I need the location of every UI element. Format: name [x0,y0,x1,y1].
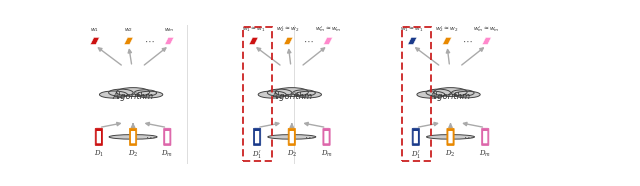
FancyBboxPatch shape [483,131,488,143]
FancyBboxPatch shape [323,128,330,146]
Text: $D_2$: $D_2$ [445,149,456,159]
Text: $w_2$: $w_2$ [124,26,133,34]
Ellipse shape [258,91,286,98]
Ellipse shape [434,88,467,97]
Text: Algorithm: Algorithm [430,92,471,101]
FancyBboxPatch shape [290,131,294,143]
Text: $\cdots$: $\cdots$ [304,132,314,142]
Text: $\cdots$: $\cdots$ [463,132,473,142]
Polygon shape [90,38,99,44]
Text: $D_1'$: $D_1'$ [411,149,421,161]
Text: $w_1'\approx w_1$: $w_1'\approx w_1$ [242,25,266,34]
FancyBboxPatch shape [253,128,260,146]
Text: $w_m'\approx w_m$: $w_m'\approx w_m$ [315,25,341,34]
Polygon shape [408,38,417,44]
FancyBboxPatch shape [413,131,418,143]
Ellipse shape [136,91,163,98]
Text: $\cdots$: $\cdots$ [145,132,156,142]
FancyBboxPatch shape [97,131,101,143]
Text: $\cdots$: $\cdots$ [143,36,154,46]
Ellipse shape [292,90,316,96]
Text: $D_2$: $D_2$ [287,149,297,159]
Polygon shape [284,38,292,44]
Ellipse shape [134,90,157,96]
Text: $D_m$: $D_m$ [161,149,173,159]
FancyBboxPatch shape [481,128,489,146]
FancyBboxPatch shape [447,128,454,146]
FancyBboxPatch shape [449,131,452,143]
FancyBboxPatch shape [129,128,137,146]
Text: $w_2'\approx w_2$: $w_2'\approx w_2$ [435,25,459,34]
Ellipse shape [451,90,474,96]
Polygon shape [124,38,133,44]
FancyBboxPatch shape [165,131,170,143]
Ellipse shape [426,89,451,96]
Ellipse shape [417,91,445,98]
Polygon shape [443,38,451,44]
Ellipse shape [275,88,308,97]
FancyBboxPatch shape [255,131,259,143]
Ellipse shape [454,91,480,98]
FancyBboxPatch shape [164,128,171,146]
Polygon shape [483,38,491,44]
Text: Algorithm: Algorithm [271,92,312,101]
Polygon shape [165,38,173,44]
Text: $D_1'$: $D_1'$ [252,149,262,161]
Text: $w_1'\approx w_1$: $w_1'\approx w_1$ [401,25,424,34]
Ellipse shape [426,135,474,139]
FancyBboxPatch shape [324,131,329,143]
Text: $w_m'\approx w_m$: $w_m'\approx w_m$ [474,25,500,34]
Text: $D_m$: $D_m$ [321,149,333,159]
Ellipse shape [268,89,292,96]
Text: $D_1$: $D_1$ [94,149,104,159]
FancyBboxPatch shape [412,128,419,146]
FancyBboxPatch shape [288,128,296,146]
FancyBboxPatch shape [131,131,135,143]
Polygon shape [324,38,332,44]
Text: $D_m$: $D_m$ [479,149,492,159]
FancyBboxPatch shape [95,128,102,146]
Text: $w_m$: $w_m$ [164,26,175,34]
Ellipse shape [99,91,127,98]
Text: $w_2'\approx w_2$: $w_2'\approx w_2$ [276,25,300,34]
Ellipse shape [268,135,316,139]
Text: $\cdots$: $\cdots$ [461,36,472,46]
Polygon shape [249,38,258,44]
Ellipse shape [116,88,150,97]
Ellipse shape [295,91,321,98]
Ellipse shape [109,89,133,96]
Text: $\cdots$: $\cdots$ [303,36,314,46]
Text: Algorithm: Algorithm [113,92,154,101]
Text: $D_2$: $D_2$ [128,149,138,159]
Ellipse shape [109,135,157,139]
Text: $w_1$: $w_1$ [90,26,99,34]
